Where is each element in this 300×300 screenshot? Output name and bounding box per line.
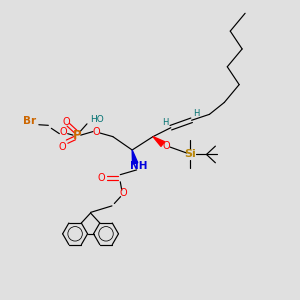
Polygon shape <box>132 150 138 164</box>
Text: O: O <box>97 173 105 183</box>
Text: Br: Br <box>23 116 36 126</box>
Text: O: O <box>63 117 70 127</box>
Text: O: O <box>59 127 67 137</box>
Text: O: O <box>119 188 127 198</box>
Polygon shape <box>153 136 165 146</box>
Text: O: O <box>163 140 170 151</box>
Text: O: O <box>93 127 100 136</box>
Text: H: H <box>193 109 199 118</box>
Text: O: O <box>58 142 66 152</box>
Text: P: P <box>73 129 82 142</box>
Text: Si: Si <box>184 149 196 160</box>
Text: NH: NH <box>130 161 148 171</box>
Text: H: H <box>162 118 168 127</box>
Text: HO: HO <box>90 115 104 124</box>
